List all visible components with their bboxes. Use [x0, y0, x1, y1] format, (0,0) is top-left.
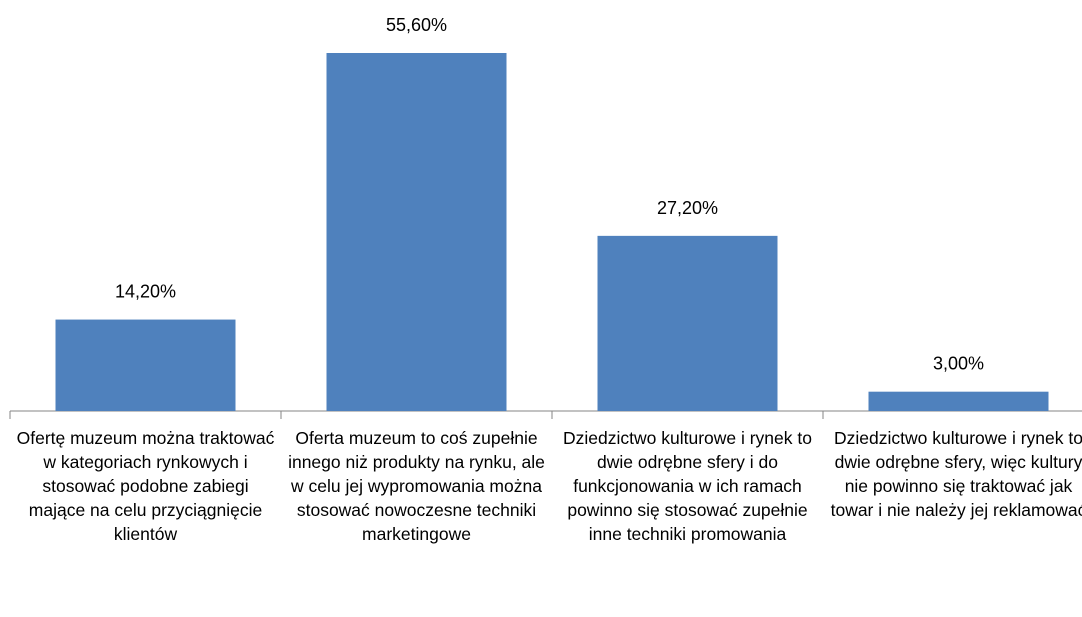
value-label: 55,60%: [386, 15, 447, 35]
x-tick-label: Dziedzictwo kulturowe i rynek to dwie od…: [563, 428, 812, 544]
bar: [326, 53, 507, 411]
x-tick-label: Dziedzictwo kulturowe i rynek to dwie od…: [830, 428, 1082, 520]
x-tick-label: Oferta muzeum to coś zupełnie innego niż…: [288, 428, 545, 544]
value-label: 27,20%: [657, 198, 718, 218]
bar: [55, 319, 236, 411]
value-label: 14,20%: [115, 282, 176, 302]
bar: [597, 235, 778, 411]
value-label: 3,00%: [933, 354, 984, 374]
x-tick-label: Ofertę muzeum można traktować w kategori…: [16, 428, 275, 544]
bar: [868, 391, 1049, 411]
